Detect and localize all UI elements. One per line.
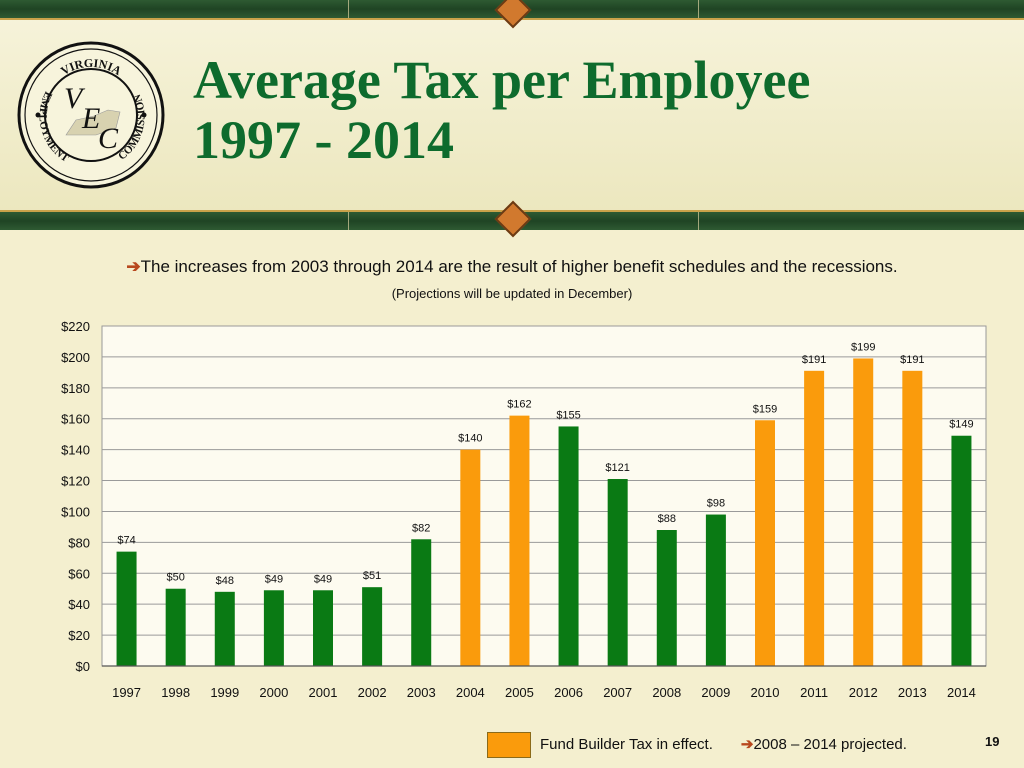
y-tick-label: $120 <box>61 474 90 489</box>
title-line-1: Average Tax per Employee <box>193 50 811 110</box>
x-tick-label: 1998 <box>161 685 190 700</box>
page-title: Average Tax per Employee 1997 - 2014 <box>193 50 810 170</box>
data-label: $121 <box>605 462 629 474</box>
x-tick-label: 2001 <box>309 685 338 700</box>
data-label: $49 <box>265 573 283 585</box>
logo-letter-v: V <box>64 82 86 115</box>
bar <box>705 514 726 666</box>
data-label: $48 <box>216 575 234 587</box>
projection-note: (Projections will be updated in December… <box>391 286 633 301</box>
x-tick-label: 2002 <box>358 685 387 700</box>
bar <box>165 588 186 666</box>
arrow-icon: ➔ <box>740 736 754 753</box>
y-tick-label: $160 <box>61 412 90 427</box>
plot-area <box>101 325 987 667</box>
bar <box>460 449 481 666</box>
x-tick-label: 1999 <box>210 685 239 700</box>
bar <box>362 587 383 666</box>
x-tick-label: 2004 <box>456 685 485 700</box>
virginia-map-icon <box>65 109 121 136</box>
logo-letter-e: E <box>81 102 100 135</box>
bar <box>558 426 579 666</box>
y-tick-label: $140 <box>61 443 90 458</box>
logo-letter-c: C <box>98 122 119 155</box>
bar <box>509 415 530 666</box>
fund-builder-legend-swatch <box>487 732 531 758</box>
fund-builder-legend-label: Fund Builder Tax in effect. <box>540 736 713 753</box>
data-label: $51 <box>363 570 381 582</box>
data-label: $159 <box>753 403 777 415</box>
bar <box>116 551 137 666</box>
data-label: $50 <box>166 572 184 584</box>
x-tick-label: 2013 <box>898 685 927 700</box>
data-label: $162 <box>507 399 531 411</box>
data-label: $149 <box>949 419 973 431</box>
data-label: $155 <box>556 409 580 421</box>
data-label: $140 <box>458 433 482 445</box>
top-diamond-ornament <box>494 0 532 29</box>
bar <box>656 530 677 666</box>
bar <box>607 479 628 666</box>
bar <box>263 590 284 666</box>
x-tick-label: 2008 <box>652 685 681 700</box>
data-label: $88 <box>658 513 676 525</box>
bottom-diamond-ornament <box>494 200 532 238</box>
bar-chart: $74 $50 $48 $49 $49 $51 $82 $140 $162 $155 $121 $88… <box>61 319 987 700</box>
bar <box>313 590 333 666</box>
y-tick-label: $200 <box>61 350 90 365</box>
slide-header: VIRGINIA EMPLOYMENT COMMISSION V E C Ave… <box>0 0 1024 238</box>
vec-logo-seal: VIRGINIA EMPLOYMENT COMMISSION V E C <box>17 41 165 189</box>
data-label: $199 <box>851 341 875 353</box>
chart-subtitle: ➔The increases from 2003 through 2014 ar… <box>0 257 1024 277</box>
x-tick-label: 2012 <box>849 685 878 700</box>
x-tick-label: 2000 <box>259 685 288 700</box>
x-tick-label: 2006 <box>554 685 583 700</box>
page-number: 19 <box>985 734 1000 749</box>
data-label: $191 <box>900 354 924 366</box>
x-tick-label: 2007 <box>603 685 632 700</box>
y-tick-label: $180 <box>61 381 90 396</box>
x-tick-label: 2014 <box>947 685 976 700</box>
bar <box>951 435 972 666</box>
y-tick-label: $100 <box>61 504 90 519</box>
y-tick-label: $220 <box>61 319 90 334</box>
data-label: $82 <box>412 522 430 534</box>
y-tick-label: $20 <box>68 628 90 643</box>
y-tick-label: $40 <box>68 597 90 612</box>
bar <box>902 370 923 666</box>
subtitle-text: The increases from 2003 through 2014 are… <box>140 257 898 276</box>
logo-top-text: VIRGINIA <box>58 56 124 78</box>
bar <box>214 591 235 666</box>
data-label: $191 <box>802 354 826 366</box>
chart-footer: Fund Builder Tax in effect. ➔2008 – 2014 … <box>540 735 907 753</box>
data-label: $98 <box>707 498 725 510</box>
bar <box>755 420 775 666</box>
x-tick-label: 2011 <box>800 685 828 700</box>
x-tick-label: 1997 <box>112 685 141 700</box>
x-tick-label: 2005 <box>505 685 534 700</box>
bar <box>853 358 874 666</box>
title-line-2: 1997 - 2014 <box>193 110 454 170</box>
data-label: $74 <box>117 535 135 547</box>
y-tick-label: $60 <box>68 566 90 581</box>
data-label: $49 <box>314 573 332 585</box>
bar <box>804 370 825 666</box>
x-tick-label: 2009 <box>701 685 730 700</box>
y-tick-label: $0 <box>76 659 90 674</box>
projected-label: 2008 – 2014 projected. <box>753 736 907 753</box>
x-tick-label: 2010 <box>751 685 780 700</box>
x-tick-label: 2003 <box>407 685 436 700</box>
bar <box>411 539 432 666</box>
arrow-icon: ➔ <box>126 257 141 276</box>
y-tick-label: $80 <box>68 535 90 550</box>
